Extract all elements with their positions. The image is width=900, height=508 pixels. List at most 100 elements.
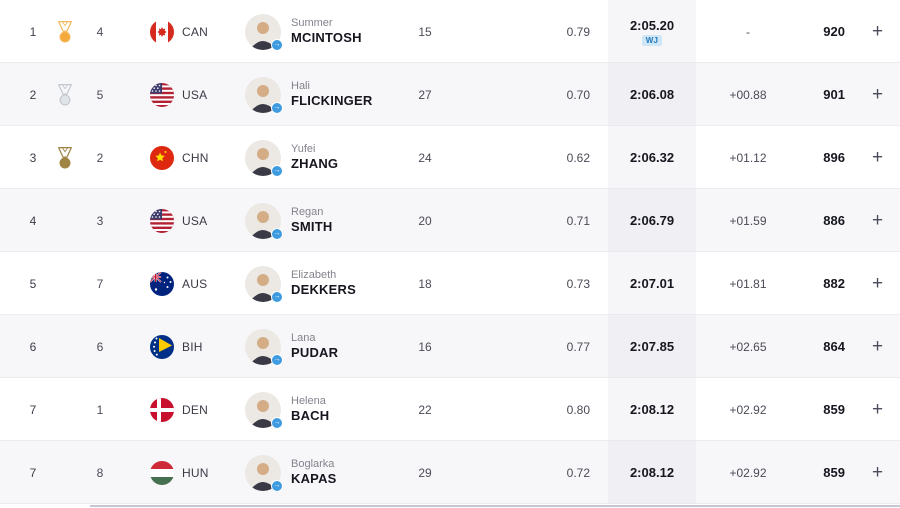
country-code: USA: [182, 213, 208, 228]
athlete-first-name: Elizabeth: [291, 268, 337, 281]
reaction-time-value: 0.71: [566, 213, 590, 228]
table-row: 3 2 CHN → Yufei ZHANG: [0, 126, 900, 189]
time-cell: 2:06.32: [608, 126, 696, 189]
reaction-time-value: 0.80: [566, 402, 590, 417]
athlete-link-arrow-icon: →: [271, 227, 283, 240]
rank-value: 5: [29, 276, 37, 291]
athlete-last-name: MCINTOSH: [291, 30, 362, 46]
athlete-avatar[interactable]: →: [245, 202, 283, 240]
country-flag-icon-bih: [150, 334, 174, 359]
age-value: 16: [418, 339, 432, 354]
athlete-avatar[interactable]: →: [245, 454, 283, 492]
lane-value: 5: [96, 87, 104, 102]
gap-value: +02.92: [729, 402, 767, 417]
athlete-avatar[interactable]: →: [245, 328, 283, 366]
athlete-link-arrow-icon: →: [271, 416, 283, 429]
age-value: 18: [418, 276, 432, 291]
country-flag-icon-usa: [150, 82, 174, 107]
athlete-first-name: Yufei: [291, 142, 316, 155]
age-value: 27: [418, 87, 432, 102]
table-row: 4 3 USA → Regan: [0, 189, 900, 252]
rank-value: 7: [29, 402, 37, 417]
reaction-time-value: 0.79: [566, 24, 590, 39]
reaction-time-value: 0.70: [566, 87, 590, 102]
table-row: 7 1 DEN → Helena BACH 22 0.80: [0, 378, 900, 441]
athlete-link-arrow-icon: →: [271, 353, 283, 366]
athlete-avatar[interactable]: →: [245, 265, 283, 303]
athlete-link-arrow-icon: →: [271, 38, 283, 51]
expand-row-button[interactable]: +: [866, 207, 889, 234]
final-time-value: 2:06.32: [629, 150, 675, 165]
rank-value: 2: [29, 87, 37, 102]
points-value: 882: [823, 276, 845, 291]
athlete-last-name: PUDAR: [291, 345, 339, 361]
athlete-avatar[interactable]: →: [245, 391, 283, 429]
athlete-avatar[interactable]: →: [245, 76, 283, 114]
expand-row-button[interactable]: +: [866, 333, 889, 360]
age-value: 29: [418, 465, 432, 480]
table-row: 2 5 USA →: [0, 63, 900, 126]
athlete-last-name: SMITH: [291, 219, 333, 235]
gap-value: +01.12: [729, 150, 767, 165]
time-cell: 2:05.20 WJ: [608, 0, 696, 63]
reaction-time-value: 0.73: [566, 276, 590, 291]
final-time-value: 2:08.12: [629, 465, 675, 480]
athlete-last-name: DEKKERS: [291, 282, 356, 298]
rank-value: 3: [29, 150, 37, 165]
country-flag-icon-aus: [150, 271, 174, 296]
points-value: 886: [823, 213, 845, 228]
athlete-first-name: Hali: [291, 79, 310, 92]
expand-row-button[interactable]: +: [866, 144, 889, 171]
time-cell: 2:06.79: [608, 189, 696, 252]
bottom-divider: [0, 504, 900, 508]
expand-row-button[interactable]: +: [866, 270, 889, 297]
country-code: HUN: [182, 465, 209, 480]
rank-value: 6: [29, 339, 37, 354]
time-cell: 2:08.12: [608, 378, 696, 441]
points-value: 920: [823, 24, 845, 39]
time-cell: 2:07.01: [608, 252, 696, 315]
athlete-last-name: ZHANG: [291, 156, 339, 172]
silver-medal-icon: [50, 83, 80, 107]
country-code: BIH: [182, 339, 203, 354]
athlete-avatar[interactable]: →: [245, 139, 283, 177]
athlete-link-arrow-icon: →: [271, 479, 283, 492]
athlete-first-name: Lana: [291, 331, 316, 344]
rank-value: 7: [29, 465, 37, 480]
gap-value: +02.92: [729, 465, 767, 480]
athlete-first-name: Summer: [291, 16, 333, 29]
reaction-time-value: 0.62: [566, 150, 590, 165]
athlete-last-name: FLICKINGER: [291, 93, 373, 109]
final-time-value: 2:05.20: [629, 17, 675, 33]
athlete-avatar[interactable]: →: [245, 13, 283, 51]
athlete-first-name: Boglarka: [291, 457, 335, 470]
final-time-value: 2:06.08: [629, 87, 675, 102]
country-code: USA: [182, 87, 208, 102]
time-cell: 2:07.85: [608, 315, 696, 378]
points-value: 864: [823, 339, 845, 354]
athlete-last-name: BACH: [291, 408, 330, 424]
lane-value: 7: [96, 276, 104, 291]
final-time-value: 2:08.12: [629, 402, 675, 417]
expand-row-button[interactable]: +: [866, 459, 889, 486]
table-row: 6 6 BIH → Lana PUDAR 16: [0, 315, 900, 378]
country-flag-icon-chn: [150, 145, 174, 170]
expand-row-button[interactable]: +: [866, 81, 889, 108]
age-value: 24: [418, 150, 432, 165]
time-cell: 2:08.12: [608, 441, 696, 504]
table-row: 5 7 AUS → Eliza: [0, 252, 900, 315]
gap-value: +01.81: [729, 276, 767, 291]
points-value: 859: [823, 402, 845, 417]
expand-row-button[interactable]: +: [866, 396, 889, 423]
country-flag-icon-can: [150, 19, 174, 44]
athlete-link-arrow-icon: →: [271, 164, 283, 177]
lane-value: 3: [96, 213, 104, 228]
time-cell: 2:06.08: [608, 63, 696, 126]
rank-value: 1: [29, 24, 37, 39]
lane-value: 4: [96, 24, 104, 39]
final-time-value: 2:07.01: [629, 276, 675, 291]
expand-row-button[interactable]: +: [866, 18, 889, 45]
gap-value: +01.59: [729, 213, 767, 228]
athlete-link-arrow-icon: →: [271, 290, 283, 303]
